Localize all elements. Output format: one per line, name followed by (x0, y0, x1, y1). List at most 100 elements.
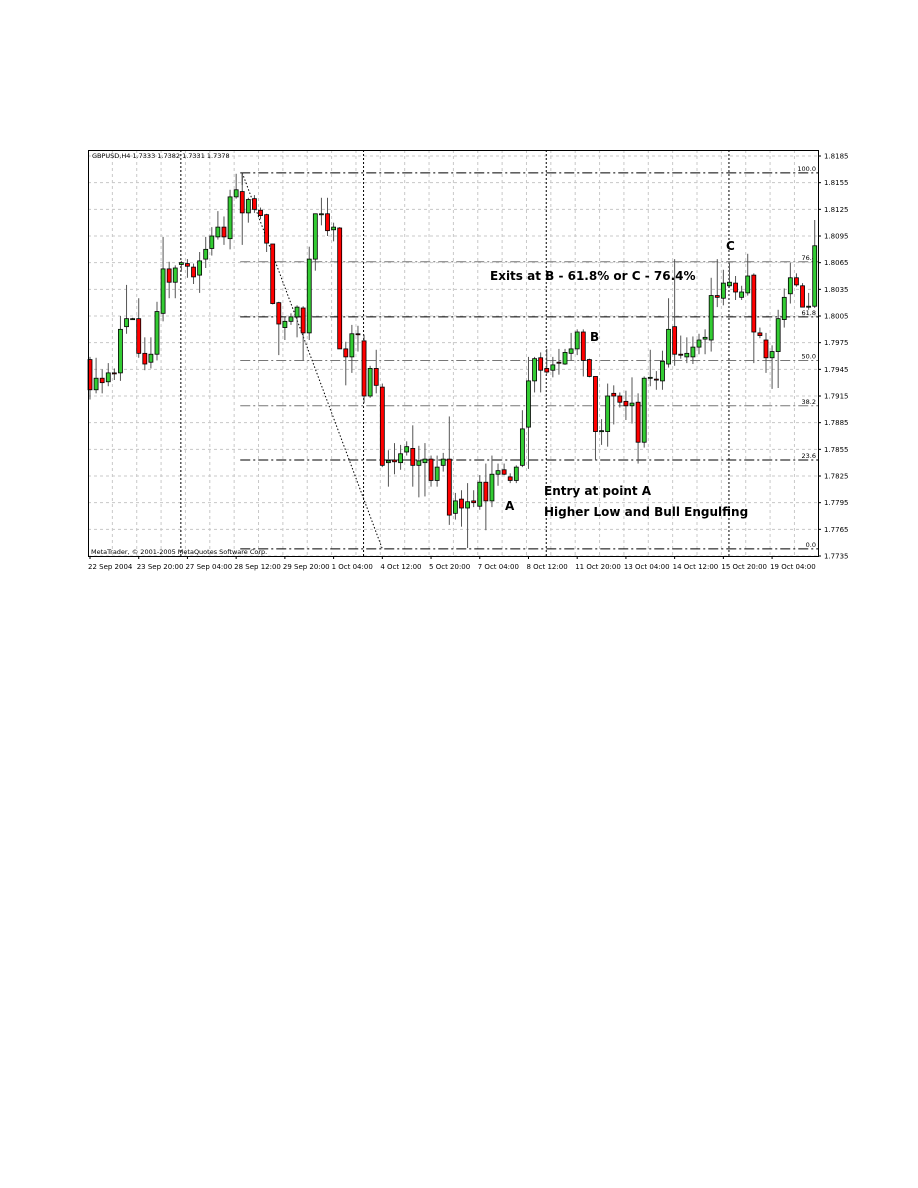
candle (550, 356, 556, 378)
candle-body (282, 320, 288, 328)
candle-body (331, 226, 337, 231)
candle-body (483, 481, 489, 502)
candle (325, 197, 330, 236)
candle (745, 253, 751, 296)
fib-level-label: 23.6 (802, 452, 816, 460)
price-tick-label: 1.7885 (824, 419, 849, 427)
candle-body (178, 262, 184, 265)
candle-body (270, 243, 276, 304)
candle-body (775, 318, 781, 352)
candle (733, 276, 738, 300)
candle-body (300, 307, 306, 334)
candle-body (325, 213, 330, 232)
candle-body (653, 378, 659, 381)
candle-body (611, 392, 617, 397)
candle-body (99, 377, 105, 384)
candle (635, 393, 641, 464)
candle-body (684, 352, 690, 358)
candle (800, 283, 805, 308)
candle-body (185, 263, 190, 267)
candle (678, 335, 684, 359)
time-tick-label: 27 Sep 04:00 (185, 563, 232, 571)
candle-body (154, 311, 160, 355)
fib-level-label: 38.2 (802, 398, 816, 406)
candle (252, 195, 257, 213)
candle-body (209, 235, 215, 249)
annotation-pattern: Higher Low and Bull Engulfing (544, 505, 748, 519)
candle-body (751, 274, 757, 333)
candle (459, 490, 464, 527)
price-tick-label: 1.7795 (824, 499, 849, 507)
candle-body (124, 318, 129, 328)
candle-body (367, 368, 373, 397)
candle (221, 216, 227, 245)
candle (258, 207, 263, 220)
candle (611, 385, 617, 425)
time-tick-label: 29 Sep 20:00 (283, 563, 330, 571)
candle (185, 259, 190, 278)
candle-body (361, 340, 367, 397)
candle (526, 356, 531, 469)
candle (233, 173, 239, 199)
candle-body (666, 328, 671, 365)
candle-body (379, 386, 385, 466)
candle (294, 305, 300, 338)
time-tick-label: 4 Oct 12:00 (380, 563, 421, 571)
candle (568, 332, 574, 361)
candle (99, 369, 105, 394)
candle (684, 337, 690, 364)
candle (629, 377, 635, 424)
candle-body (343, 348, 349, 358)
candle (410, 425, 416, 487)
candle (130, 317, 136, 321)
time-axis: 22 Sep 2004 23 Sep 20:00 27 Sep 04:00 28 Se… (88, 556, 816, 571)
candle (471, 490, 477, 508)
candle (227, 189, 233, 250)
candle-body (459, 498, 464, 509)
candle-body (763, 339, 769, 359)
candle-body (757, 332, 763, 336)
candle-body (629, 402, 635, 407)
candle-body (160, 268, 166, 314)
price-tick-label: 1.8095 (824, 233, 849, 241)
price-tick-label: 1.8185 (824, 153, 849, 161)
candle (751, 273, 757, 364)
candle-body (319, 213, 324, 216)
candle-body (294, 306, 300, 318)
price-tick-label: 1.8035 (824, 286, 849, 294)
candle-body (452, 500, 458, 514)
time-tick-label: 28 Sep 12:00 (234, 563, 281, 571)
candle (154, 301, 160, 361)
candle (641, 376, 647, 448)
candle (203, 236, 209, 268)
candle (562, 348, 568, 365)
candle-body (465, 501, 470, 509)
candle-body (690, 346, 696, 358)
candle-body (111, 372, 117, 375)
candle (111, 368, 117, 380)
candle-body (258, 209, 263, 216)
candle-body (556, 361, 562, 364)
candle-body (574, 331, 580, 350)
candle (416, 445, 422, 498)
candle (349, 324, 355, 373)
candle (312, 213, 318, 271)
candle (806, 292, 812, 310)
price-tick-label: 1.8125 (824, 206, 849, 214)
candle-body (617, 395, 623, 403)
candle-body (727, 281, 732, 287)
annotation-point-a: A (505, 499, 515, 513)
candle (105, 363, 111, 387)
time-tick-label: 11 Oct 20:00 (575, 563, 621, 571)
candle-body (739, 291, 745, 298)
candle (215, 211, 221, 240)
candle (319, 197, 324, 226)
candle (739, 285, 745, 300)
candle-body (593, 376, 598, 432)
candle (118, 316, 123, 381)
candle (477, 475, 483, 510)
candle-body (288, 316, 294, 322)
candle (538, 352, 544, 393)
candle-body (203, 248, 209, 260)
time-tick-label: 22 Sep 2004 (88, 563, 133, 571)
